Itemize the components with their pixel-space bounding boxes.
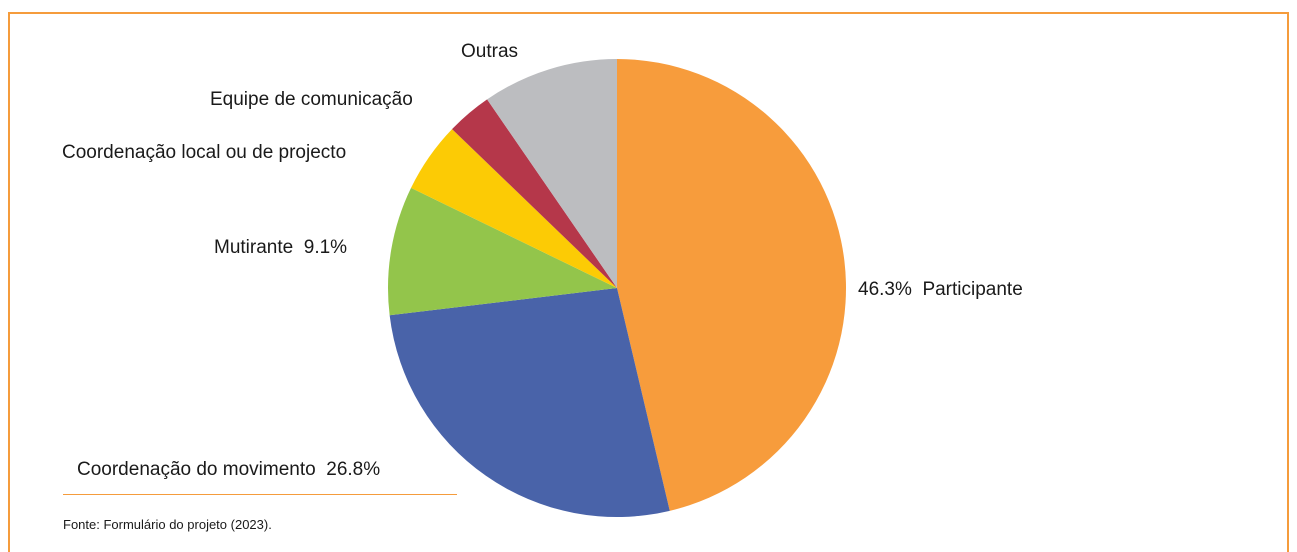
pie-slice-coordenacao-do-movimento bbox=[389, 288, 670, 518]
slice-name-mutirante: Mutirante bbox=[214, 237, 294, 258]
slice-label-outras: Outras bbox=[461, 42, 518, 61]
pie-slice-coordenacao-local-ou-de-projecto bbox=[411, 129, 617, 288]
pie-slice-participante bbox=[617, 59, 847, 511]
source-note: Fonte: Formulário do projeto (2023). bbox=[63, 517, 272, 532]
slice-value-coordenacao-movimento: 26.8% bbox=[326, 459, 381, 480]
slice-label-coordenacao-movimento: Coordenação do movimento 26.8% bbox=[77, 460, 380, 479]
slice-name-equipe-comunicacao: Equipe de comunicação bbox=[210, 89, 413, 110]
source-divider bbox=[63, 494, 457, 495]
slice-value-participante: 46.3% bbox=[858, 279, 912, 300]
slice-name-coordenacao-local: Coordenação local ou de projecto bbox=[62, 142, 347, 163]
pie-slice-mutirante bbox=[388, 187, 617, 316]
slice-name-participante: Participante bbox=[922, 279, 1023, 300]
slice-name-coordenacao-movimento: Coordenação do movimento bbox=[77, 459, 316, 480]
slice-label-coordenacao-local: Coordenação local ou de projecto bbox=[62, 143, 346, 162]
pie-slice-outras bbox=[487, 59, 617, 288]
slice-label-mutirante: Mutirante 9.1% bbox=[214, 238, 347, 257]
slice-name-outras: Outras bbox=[461, 41, 519, 62]
pie-slice-equipe-de-comunicacao bbox=[452, 99, 617, 288]
slice-value-mutirante: 9.1% bbox=[303, 237, 348, 258]
slice-label-participante: 46.3% Participante bbox=[858, 280, 1023, 299]
figure-frame bbox=[8, 12, 1289, 552]
slice-label-equipe-comunicacao: Equipe de comunicação bbox=[210, 90, 413, 109]
